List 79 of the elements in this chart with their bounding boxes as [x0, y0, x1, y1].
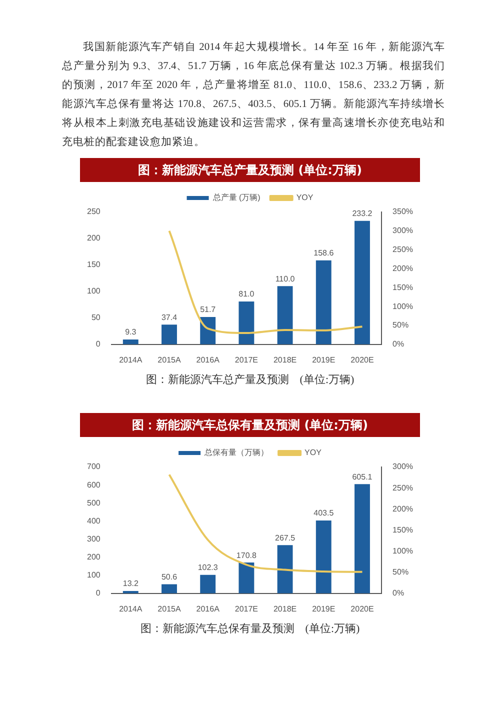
bar [162, 584, 177, 594]
legend-label: YOY [296, 193, 314, 202]
y2-tick-label: 0% [392, 588, 404, 598]
x-tick-label: 2014A [119, 355, 143, 364]
y-tick-label: 100 [86, 570, 101, 580]
bar [316, 260, 332, 344]
y2-tick-label: 150% [392, 525, 414, 534]
x-tick-label: 2017E [234, 604, 258, 614]
bar [277, 545, 293, 594]
y-tick-label: 150 [86, 260, 101, 270]
y2-tick-label: 0% [392, 340, 404, 349]
y2-tick-label: 250% [392, 245, 414, 254]
legend-label: 总保有量（万辆） [204, 448, 269, 458]
x-tick-label: 2017E [234, 355, 258, 364]
legend-label: YOY [304, 448, 322, 458]
bar [238, 562, 254, 594]
x-tick-label: 2015A [158, 604, 182, 614]
x-tick-label: 2018E [273, 355, 297, 364]
text: 图：新能源汽车总保有量及预测 (单位:万辆) [139, 622, 361, 636]
data-label: 233.2 [352, 209, 373, 218]
bar [122, 339, 138, 344]
y-tick-label: 400 [86, 516, 101, 526]
y2-tick-label: 50% [392, 568, 409, 577]
data-label: 110.0 [275, 274, 296, 284]
chart-title: 图：新能源汽车总产量及预测 (单位:万辆) [80, 158, 420, 182]
y-tick-label: 200 [86, 552, 101, 562]
text: 图：新能源汽车总产量及预测 (单位:万辆) [144, 372, 356, 387]
bar [277, 286, 293, 344]
bar [200, 574, 216, 594]
data-label: 13.2 [122, 579, 139, 588]
y-tick-label: 50 [91, 313, 101, 322]
y-tick-label: 300 [86, 534, 101, 544]
x-tick-label: 2019E [312, 604, 336, 614]
y2-tick-label: 100% [392, 302, 414, 311]
data-label: 158.6 [314, 248, 334, 258]
data-label: 102.3 [198, 563, 218, 572]
legend-label: 总产量 (万辆) [212, 193, 261, 202]
y2-tick-label: 350% [392, 207, 414, 216]
y2-tick-label: 200% [392, 264, 414, 273]
x-tick-label: 2020E [350, 604, 374, 614]
y-tick-label: 0 [96, 340, 101, 349]
x-tick-label: 2016A [196, 604, 220, 614]
x-tick-label: 2018E [273, 604, 297, 614]
bar [354, 484, 370, 594]
data-label: 37.4 [161, 312, 178, 322]
y2-tick-label: 300% [392, 462, 414, 472]
y2-tick-label: 50% [392, 320, 409, 330]
chart-title: 图：新能源汽车总保有量及预测 (单位:万辆) [80, 413, 420, 437]
bar [162, 324, 177, 344]
y-tick-label: 600 [86, 480, 101, 490]
data-label: 9.3 [125, 328, 137, 337]
y2-tick-label: 100% [392, 546, 414, 556]
data-label: 170.8 [236, 550, 257, 560]
bar [316, 520, 332, 594]
y2-tick-label: 300% [392, 226, 414, 236]
bar [200, 317, 216, 344]
y-tick-label: 250 [86, 207, 101, 216]
y-tick-label: 0 [96, 588, 101, 598]
y-tick-label: 200 [86, 234, 101, 243]
x-tick-label: 2019E [312, 355, 336, 364]
bar [354, 220, 370, 344]
x-tick-label: 2015A [158, 355, 182, 364]
y2-tick-label: 200% [392, 504, 414, 514]
data-label: 50.6 [161, 572, 178, 582]
y2-tick-label: 250% [392, 483, 414, 492]
y-tick-label: 500 [86, 498, 101, 508]
x-tick-label: 2020E [350, 355, 374, 364]
data-label: 81.0 [238, 290, 255, 299]
bar [238, 302, 254, 344]
y-tick-label: 700 [86, 462, 101, 472]
data-label: 267.5 [275, 533, 296, 542]
x-tick-label: 2016A [196, 355, 220, 364]
y-tick-label: 100 [86, 286, 101, 296]
text: 我国新能源汽车产销自 2014 年起大规模增长。14 年至 16 年，新能源汽车总产量分别为 9.3、37.4、51.7 万辆，16 年底总保有量达 102.3 万辆。根据我们的预测，2017 年至 2020 年，总产量将增至 81.0、110.0、158.6、233.2 万辆，新能源汽车总保有量将达 170.8、267.5、403.5、605.1 万辆。新能源汽车持续增长将从根本上刺激充电基础设施建设和运营需求，保有量高速增长亦使充电站和充电桩的配套建设愈加紧迫。 [62, 40, 445, 150]
x-tick-label: 2014A [119, 604, 143, 614]
data-label: 605.1 [352, 472, 373, 482]
data-label: 403.5 [314, 508, 334, 518]
data-label: 51.7 [200, 305, 216, 314]
y2-tick-label: 150% [392, 282, 414, 292]
